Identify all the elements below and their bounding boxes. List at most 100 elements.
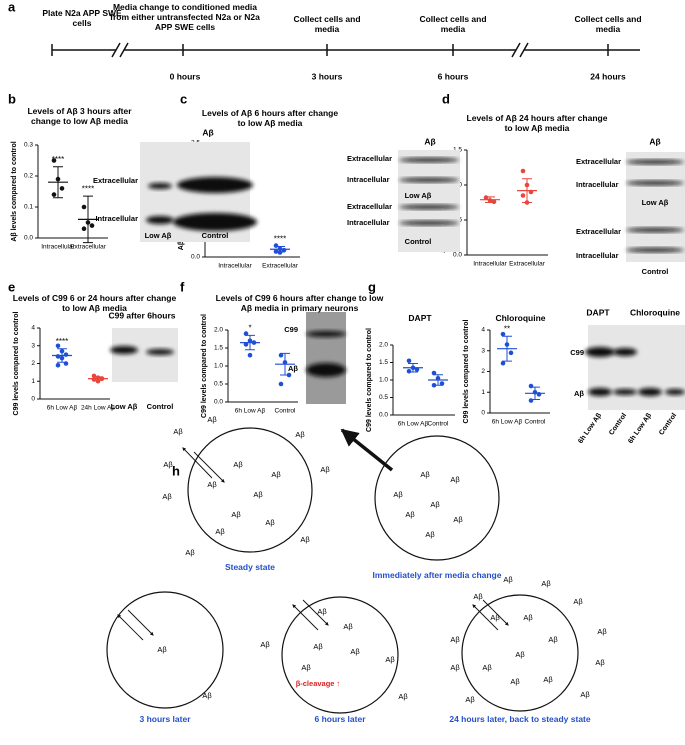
y-tick-label: 0.0 — [191, 254, 200, 261]
abeta-label: Aβ — [207, 415, 217, 424]
blot-band — [626, 181, 684, 185]
x-tick-label: Control — [275, 408, 297, 415]
blot-band — [626, 248, 684, 252]
transport-arrow — [193, 451, 225, 483]
error-bar — [280, 352, 290, 376]
lane-label: 6h Low Aβ — [577, 412, 603, 445]
y-tick-label: 3 — [31, 342, 35, 349]
data-point — [406, 358, 412, 364]
y-axis-label: C99 levels compared to control — [463, 320, 470, 424]
data-point — [528, 383, 534, 389]
data-point — [508, 350, 514, 356]
data-point — [247, 352, 253, 358]
panel-letter: c — [180, 91, 187, 106]
error-bar — [53, 166, 63, 199]
chart-title: Chloroquine — [495, 313, 546, 323]
abeta-label: Aβ — [265, 518, 275, 527]
abeta-label: Aβ — [350, 647, 360, 656]
blot-band — [585, 347, 615, 357]
y-tick-label: 4 — [481, 327, 485, 334]
y-axis-label: C99 levels compared to control — [201, 314, 208, 418]
y-tick-label: 2.0 — [214, 327, 223, 334]
x-tick-label: Extracellular — [509, 261, 546, 268]
event-label: Media change to conditioned media from e… — [110, 2, 260, 33]
diagram-caption: 3 hours later — [139, 714, 191, 724]
chart-title: Levels of C99 6 or 24 hours after change… — [12, 293, 177, 314]
transport-arrow — [127, 609, 154, 636]
abeta-label: Aβ — [202, 691, 212, 700]
y-tick-label: 0.2 — [24, 173, 33, 180]
event-label: Collect cells and media — [419, 14, 487, 35]
abeta-label: Aβ — [450, 663, 460, 672]
data-point — [528, 398, 534, 403]
chart-title: Levels of Aβ 6 hours after change to low… — [201, 108, 339, 129]
data-point — [520, 193, 526, 198]
diagram-caption: 6 hours later — [314, 714, 366, 724]
abeta-label: Aβ — [207, 480, 217, 489]
abeta-label: Aβ — [430, 500, 440, 509]
x-tick-label: 6h Low Aβ — [47, 405, 78, 412]
blot-band — [306, 331, 346, 337]
data-point — [243, 342, 249, 347]
panel-letter: a — [8, 0, 16, 14]
y-tick-label: 2 — [31, 360, 35, 367]
blot-band — [638, 388, 662, 396]
abeta-label: Aβ — [482, 663, 492, 672]
abeta-label: Aβ — [580, 690, 590, 699]
blot-label: Aβ — [574, 389, 584, 398]
cell — [106, 591, 224, 709]
significance: **** — [56, 337, 68, 346]
abeta-label: Aβ — [343, 622, 353, 631]
blot-band — [399, 205, 459, 209]
blot-image — [588, 325, 685, 410]
lane-label: Control — [658, 412, 678, 436]
data-point — [520, 168, 526, 174]
x-tick-label: Intracellular — [218, 263, 252, 270]
error-bar — [408, 363, 418, 373]
blot-label: Extracellular — [347, 154, 392, 163]
y-tick-label: 0.0 — [214, 399, 223, 406]
y-tick-label: 4 — [31, 325, 35, 332]
abeta-label: Aβ — [385, 655, 395, 664]
cell — [461, 594, 579, 712]
abeta-label: Aβ — [453, 515, 463, 524]
y-tick-label: 0.5 — [379, 394, 388, 401]
y-tick-label: 0 — [481, 410, 485, 417]
data-point — [243, 331, 249, 336]
data-point — [59, 186, 65, 191]
blot-band — [177, 177, 253, 193]
error-bar — [485, 196, 495, 203]
blot-band — [146, 216, 174, 224]
blot-label: C99 — [284, 325, 298, 334]
blot-band — [146, 349, 174, 355]
x-tick-label: Intracellular — [41, 244, 75, 251]
x-tick-label: Control — [428, 421, 450, 428]
y-axis-label: Aβ levels compared to control — [11, 141, 18, 241]
abeta-label: Aβ — [510, 677, 520, 686]
y-tick-label: 0.1 — [24, 204, 33, 211]
y-tick-label: 1.0 — [214, 363, 223, 370]
y-tick-label: 0.0 — [379, 412, 388, 419]
error-bar — [93, 376, 103, 381]
efflux-arrow — [340, 428, 394, 472]
blot-band — [110, 346, 138, 354]
transport-arrow — [117, 614, 144, 641]
event-label: Plate N2a APP SWE cells — [42, 8, 122, 29]
x-tick-label: Intracellular — [473, 261, 507, 268]
abeta-label: Aβ — [450, 635, 460, 644]
abeta-label: Aβ — [523, 613, 533, 622]
y-tick-label: 1.5 — [379, 359, 388, 366]
cell — [281, 596, 399, 714]
y-tick-label: 1.0 — [379, 377, 388, 384]
x-tick-label: Control — [525, 419, 547, 426]
data-point — [439, 381, 445, 386]
abeta-label: Aβ — [595, 658, 605, 667]
blot-label: Extracellular — [576, 227, 621, 236]
blot-label: Intracellular — [347, 218, 390, 227]
lane-label: 6h Low Aβ — [627, 412, 653, 445]
y-axis-label: C99 levels compared to control — [13, 312, 20, 416]
blot-label: Intracellular — [347, 175, 390, 184]
error-bar — [275, 246, 285, 253]
blot-label: Intracellular — [576, 251, 619, 260]
y-tick-label: 2.0 — [379, 342, 388, 349]
